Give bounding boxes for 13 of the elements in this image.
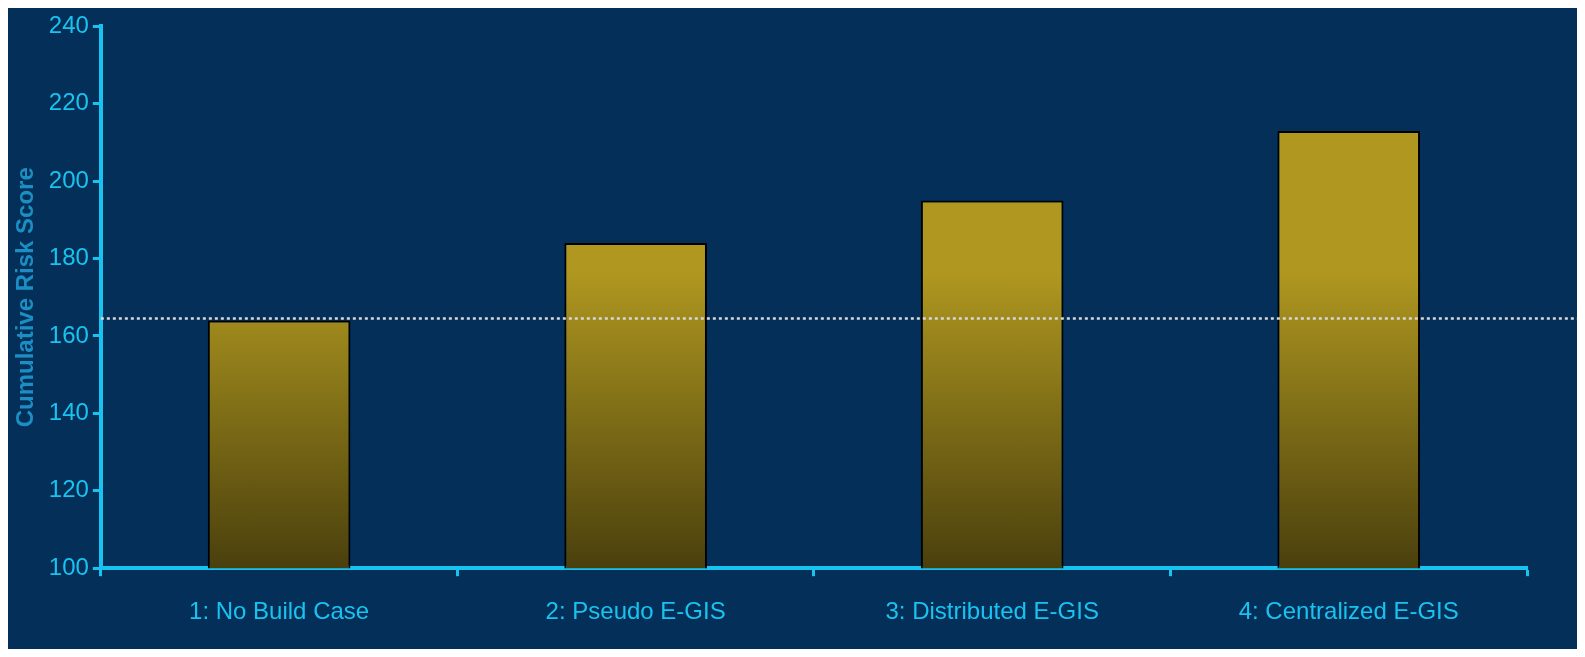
y-tick-label: 220 xyxy=(48,88,89,116)
y-tick-label: 160 xyxy=(48,320,89,348)
x-tick-label: 2: Pseudo E-GIS xyxy=(545,597,726,625)
x-tick-label: 3: Distributed E-GIS xyxy=(885,597,1099,625)
y-tick-label: 200 xyxy=(48,165,89,193)
y-tick-label: 240 xyxy=(48,11,89,39)
y-tick-label: 100 xyxy=(48,552,89,580)
x-tick-label: 1: No Build Case xyxy=(189,597,370,625)
x-tick-label: 4: Centralized E-GIS xyxy=(1238,597,1459,625)
y-tick-label: 180 xyxy=(48,243,89,271)
y-tick-label: 140 xyxy=(48,398,89,426)
y-tick-label: 120 xyxy=(48,475,89,503)
y-axis-title: Cumulative Risk Score xyxy=(11,167,39,428)
